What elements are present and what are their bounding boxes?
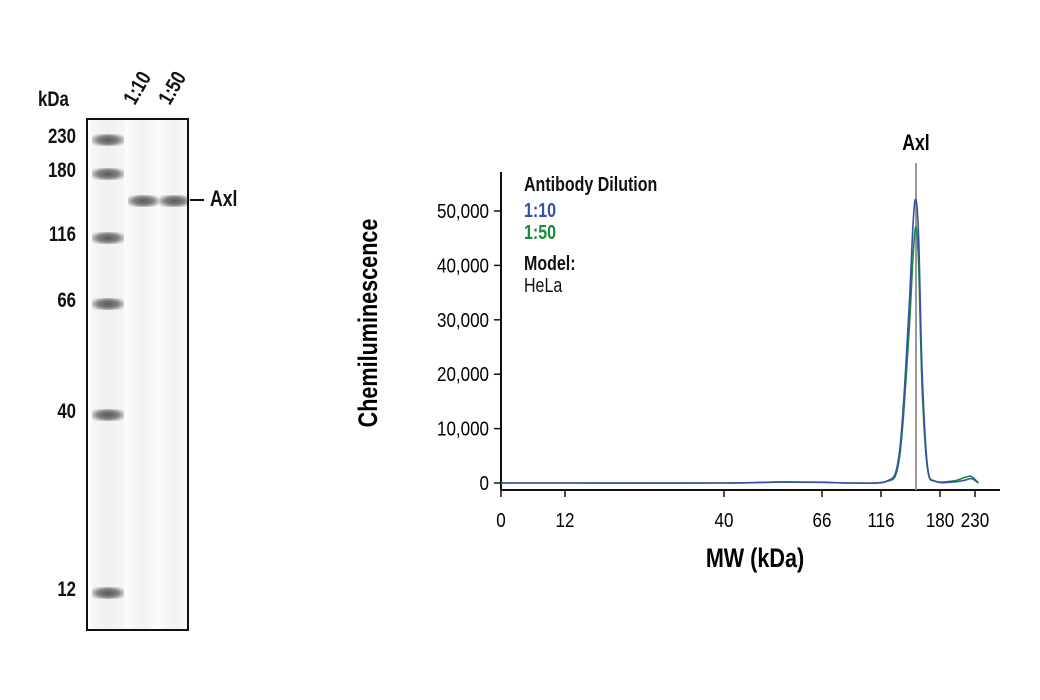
y-tick-label-3: 30,000 [437,308,489,331]
blot-unit-label: kDa [38,88,69,111]
ladder-label-180: 180 [47,159,76,182]
y-tick-label-2: 20,000 [437,363,489,386]
x-tick-label-0: 0 [496,509,505,532]
ladder-lane [91,120,125,629]
axl-band-lane-1 [128,195,159,207]
y-tick-label-0: 0 [480,472,489,495]
ladder-band-12 [92,587,124,599]
y-tick-label-4: 40,000 [437,254,489,277]
x-axis-title: MW (kDa) [706,544,804,574]
x-tick-label-4: 116 [867,509,894,532]
y-tick-label-5: 50,000 [437,200,489,223]
ladder-band-230 [92,134,124,146]
axl-band-lane-2 [159,195,187,207]
ladder-band-66 [92,298,124,310]
x-tick-label-1: 12 [556,509,575,532]
ladder-label-40: 40 [57,400,76,423]
ladder-band-40 [92,409,124,421]
y-tick-label-1: 10,000 [437,417,489,440]
ladder-band-116 [92,232,124,244]
legend-entry-1: 1:10 [524,199,556,221]
x-tick-label-3: 66 [813,509,832,532]
ladder-label-12: 12 [57,578,76,601]
x-tick-label-6: 230 [961,509,989,532]
ladder-band-180 [92,168,124,180]
target-label: Axl [210,186,238,211]
x-tick-label-2: 40 [715,509,734,532]
target-tick [190,199,204,201]
blot-image [86,118,189,631]
legend-entry-2: 1:50 [524,221,556,243]
ladder-label-116: 116 [48,223,76,246]
y-axis-title: Chemiluminescence [354,219,384,428]
legend-model-value: HeLa [524,274,563,296]
series-line-1-10 [500,198,979,485]
ladder-label-66: 66 [57,289,76,312]
legend-model-label: Model: [524,252,576,274]
peak-marker-label: Axl [902,131,929,155]
legend-title: Antibody Dilution [524,173,657,195]
ladder-label-230: 230 [47,125,76,148]
x-tick-label-5: 180 [926,509,954,532]
